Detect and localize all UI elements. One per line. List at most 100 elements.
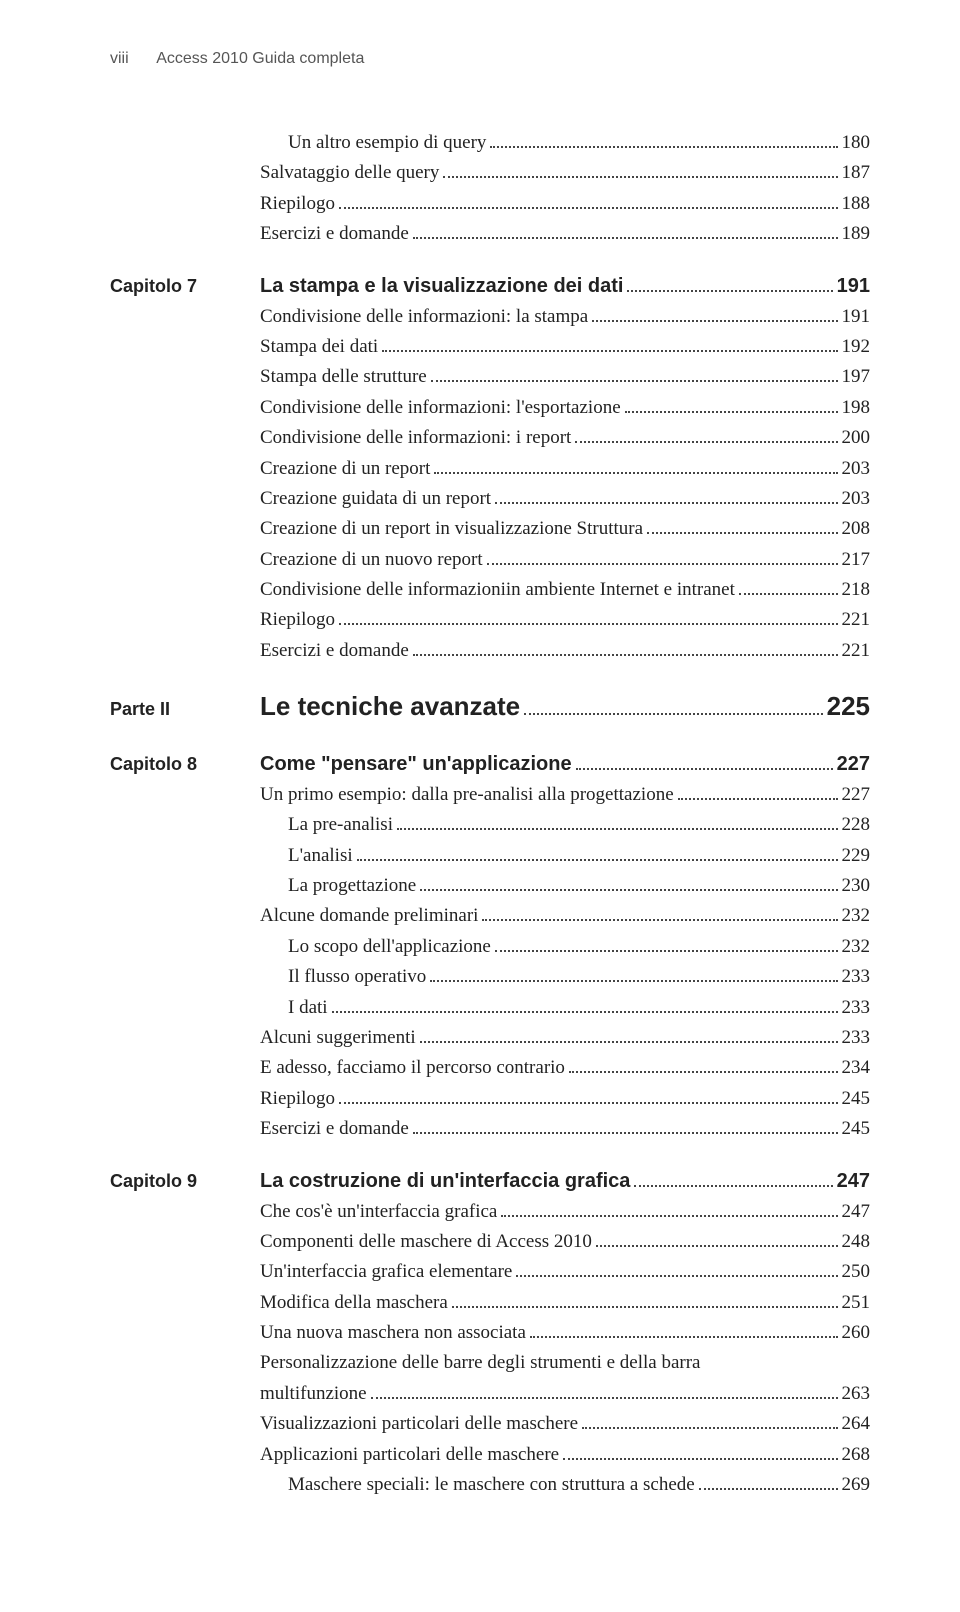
- toc-leader: [634, 1184, 832, 1187]
- toc-leader: [339, 206, 838, 209]
- toc-entry: Condivisione delle informazioni: i repor…: [260, 423, 870, 453]
- toc-entry-text: Maschere speciali: le maschere con strut…: [288, 1470, 695, 1500]
- toc-entry-page: 260: [842, 1318, 871, 1348]
- toc-entry: La progettazione230: [260, 871, 870, 901]
- toc-entry-text: Stampa dei dati: [260, 332, 378, 362]
- toc-entry-page: 234: [842, 1053, 871, 1083]
- toc-entry-text: Modifica della maschera: [260, 1288, 448, 1318]
- toc-entry-text: Personalizzazione delle barre degli stru…: [260, 1348, 701, 1378]
- toc-row: Esercizi e domande189: [110, 219, 870, 249]
- toc-entry-page: 221: [842, 605, 871, 635]
- toc-row: Condivisione delle informazioni: l'espor…: [110, 393, 870, 423]
- toc-entry-page: 188: [842, 189, 871, 219]
- toc-entry-page: 229: [842, 841, 871, 871]
- toc-leader: [413, 236, 838, 239]
- toc-entry-page: 233: [842, 1023, 871, 1053]
- toc-leader: [647, 531, 837, 534]
- toc-gap: [110, 728, 870, 748]
- toc-entry-text: Visualizzazioni particolari delle masche…: [260, 1409, 578, 1439]
- toc-entry: Che cos'è un'interfaccia grafica247: [260, 1197, 870, 1227]
- toc-entry: I dati233: [260, 993, 870, 1023]
- toc-row: Un primo esempio: dalla pre-analisi alla…: [110, 780, 870, 810]
- toc-leader: [430, 979, 837, 982]
- toc-entry: Riepilogo188: [260, 189, 870, 219]
- toc-entry-text: I dati: [288, 993, 328, 1023]
- toc-row: Che cos'è un'interfaccia grafica247: [110, 1197, 870, 1227]
- toc-entry-page: 247: [842, 1197, 871, 1227]
- toc-leader: [420, 888, 837, 891]
- toc-leader: [627, 289, 832, 292]
- toc-entry: Un altro esempio di query180: [260, 128, 870, 158]
- toc-entry: Stampa delle strutture197: [260, 362, 870, 392]
- toc-leader: [434, 471, 837, 474]
- toc-row: Un'interfaccia grafica elementare250: [110, 1257, 870, 1287]
- toc-entry-text: Riepilogo: [260, 605, 335, 635]
- toc-entry: Una nuova maschera non associata 260: [260, 1318, 870, 1348]
- toc-entry-page: 227: [842, 780, 871, 810]
- toc-row: Creazione di un report203: [110, 454, 870, 484]
- toc-leader: [443, 175, 837, 178]
- toc-leader: [516, 1274, 837, 1277]
- toc-entry-page: 203: [842, 454, 871, 484]
- toc-entry: Esercizi e domande245: [260, 1114, 870, 1144]
- toc-row: Capitolo 8Come "pensare" un'applicazione…: [110, 748, 870, 780]
- toc-row: Condivisione delle informazioniin ambien…: [110, 575, 870, 605]
- toc-entry: Esercizi e domande221: [260, 636, 870, 666]
- toc-entry-page: 217: [842, 545, 871, 575]
- toc-entry-page: 191: [842, 302, 871, 332]
- toc-row: Alcuni suggerimenti 233: [110, 1023, 870, 1053]
- toc-row: Stampa dei dati 192: [110, 332, 870, 362]
- toc-entry-page: 269: [842, 1470, 871, 1500]
- toc-entry: Condivisione delle informazioni: la stam…: [260, 302, 870, 332]
- toc-row: Riepilogo 221: [110, 605, 870, 635]
- running-head: viii Access 2010 Guida completa: [110, 50, 870, 68]
- toc-row: Personalizzazione delle barre degli stru…: [110, 1348, 870, 1378]
- toc-entry: Maschere speciali: le maschere con strut…: [260, 1470, 870, 1500]
- toc-row: La progettazione230: [110, 871, 870, 901]
- toc-row: E adesso, facciamo il percorso contrario…: [110, 1053, 870, 1083]
- toc-entry-page: 218: [842, 575, 871, 605]
- toc-entry-text: Esercizi e domande: [260, 219, 409, 249]
- toc-entry-text: La progettazione: [288, 871, 416, 901]
- toc-row: multifunzione263: [110, 1379, 870, 1409]
- toc-entry-page: 198: [842, 393, 871, 423]
- toc-leader: [524, 712, 822, 715]
- toc-row: Componenti delle maschere di Access 2010…: [110, 1227, 870, 1257]
- toc-leader: [563, 1457, 837, 1460]
- toc-leader: [413, 1131, 838, 1134]
- toc-leader: [397, 827, 838, 830]
- toc-row: Stampa delle strutture197: [110, 362, 870, 392]
- toc-label: Capitolo 9: [110, 1167, 260, 1196]
- toc-entry-page: 225: [827, 686, 870, 728]
- toc-leader: [357, 858, 838, 861]
- toc-leader: [431, 379, 838, 382]
- toc-row: La pre-analisi228: [110, 810, 870, 840]
- toc-row: L'analisi229: [110, 841, 870, 871]
- toc-leader: [501, 1214, 837, 1217]
- toc-leader: [625, 410, 838, 413]
- toc-entry-text: Creazione di un report in visualizzazion…: [260, 514, 643, 544]
- toc-leader: [420, 1040, 838, 1043]
- toc-entry: Modifica della maschera251: [260, 1288, 870, 1318]
- toc-entry-text: Esercizi e domande: [260, 1114, 409, 1144]
- toc-entry-page: 192: [842, 332, 871, 362]
- toc-leader: [339, 1101, 838, 1104]
- toc-row: Riepilogo188: [110, 189, 870, 219]
- toc-entry: La stampa e la visualizzazione dei dati 1…: [260, 270, 870, 302]
- running-head-title: Access 2010 Guida completa: [156, 50, 364, 67]
- toc-entry: Un'interfaccia grafica elementare250: [260, 1257, 870, 1287]
- toc-entry: Come "pensare" un'applicazione227: [260, 748, 870, 780]
- toc-entry-text: La costruzione di un'interfaccia grafica: [260, 1165, 630, 1197]
- toc-leader: [490, 145, 837, 148]
- toc-entry-text: Una nuova maschera non associata: [260, 1318, 526, 1348]
- toc-entry: Salvataggio delle query187: [260, 158, 870, 188]
- toc-row: Lo scopo dell'applicazione232: [110, 932, 870, 962]
- toc-entry-text: La stampa e la visualizzazione dei dati: [260, 270, 623, 302]
- toc-gap: [110, 666, 870, 686]
- toc-leader: [575, 440, 837, 443]
- toc-row: Esercizi e domande221: [110, 636, 870, 666]
- toc-entry-page: 191: [837, 270, 870, 302]
- toc-entry-text: Un altro esempio di query: [288, 128, 486, 158]
- toc-entry-text: Alcuni suggerimenti: [260, 1023, 416, 1053]
- toc-entry-text: Applicazioni particolari delle maschere: [260, 1440, 559, 1470]
